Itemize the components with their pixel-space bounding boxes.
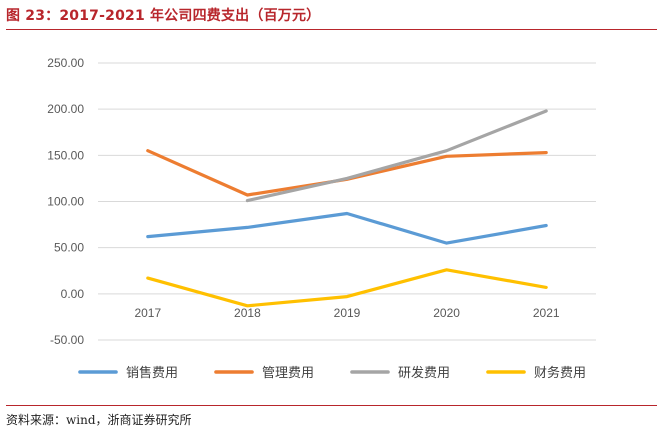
series-line-1	[146, 149, 548, 197]
y-tick-label: -50.00	[50, 333, 84, 347]
y-axis-ticks: -50.00 0.00 50.00 100.00 150.00 200.00 250.00	[47, 56, 84, 347]
legend: 销售费用 管理费用 研发费用 财务费用	[78, 365, 586, 381]
y-tick-label: 0.00	[61, 287, 85, 301]
title-rule	[6, 29, 657, 30]
figure-title: 图 23：2017-2021 年公司四费支出（百万元）	[6, 8, 321, 24]
source-rule	[6, 405, 657, 406]
x-axis-ticks: 2017 2018 2019 2020 2021	[134, 306, 559, 320]
legend-label-3: 财务费用	[534, 365, 586, 381]
legend-label-1: 管理费用	[262, 366, 314, 381]
series-lines	[146, 109, 548, 308]
series-line-2	[245, 109, 548, 203]
x-tick-label: 2017	[134, 306, 161, 320]
y-tick-label: 200.00	[47, 102, 84, 116]
legend-label-2: 研发费用	[398, 365, 450, 381]
x-tick-label: 2019	[334, 306, 361, 320]
source-note: 资料来源：wind，浙商证券研究所	[6, 413, 192, 427]
y-tick-label: 250.00	[47, 56, 84, 70]
x-tick-label: 2020	[433, 306, 460, 320]
x-tick-label: 2018	[234, 306, 261, 320]
grid-lines	[98, 62, 596, 341]
legend-label-0: 销售费用	[126, 365, 178, 381]
y-tick-label: 100.00	[47, 195, 84, 209]
y-tick-label: 150.00	[47, 148, 84, 162]
line-chart: -50.000.0050.00100.00150.00200.00250.00 …	[47, 56, 596, 381]
y-tick-label: 50.00	[54, 241, 84, 255]
series-line-3	[146, 268, 548, 308]
x-tick-label: 2021	[533, 306, 560, 320]
series-line-0	[146, 211, 548, 245]
